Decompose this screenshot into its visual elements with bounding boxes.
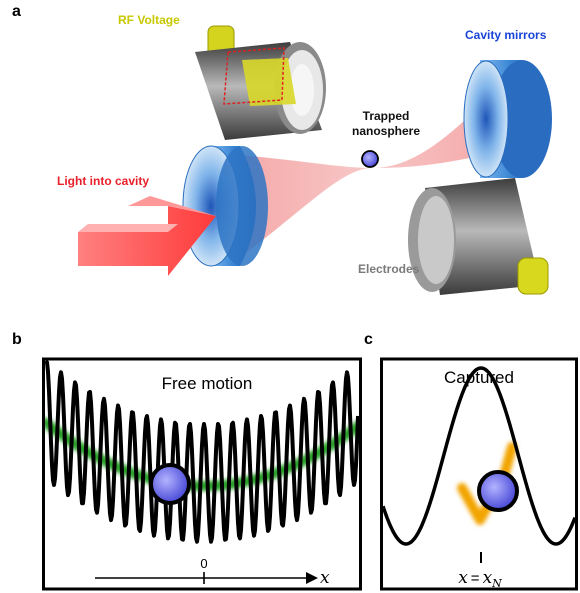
trap-potential xyxy=(383,366,575,546)
trapped-nanosphere xyxy=(361,150,379,168)
lower-electrode xyxy=(408,178,549,295)
panel-b-frame xyxy=(42,357,362,591)
right-cavity-mirror xyxy=(463,60,552,178)
label-light-into-cavity: Light into cavity xyxy=(57,174,149,188)
panel-a-letter: a xyxy=(12,3,21,20)
x-axis-arrowhead xyxy=(306,572,318,584)
captured-particle xyxy=(477,470,519,512)
free-particle xyxy=(149,463,191,505)
panel-b: b Free motion 0 x xyxy=(12,331,362,591)
label-trapped: Trapped xyxy=(363,109,410,123)
x-axis-origin-label: 0 xyxy=(200,556,207,571)
left-cavity-mirror xyxy=(182,145,268,267)
lattice-potential xyxy=(45,360,359,544)
rf-highlight-box xyxy=(223,47,285,105)
cavity-beam xyxy=(228,80,505,266)
panel-c-letter: c xyxy=(364,331,373,348)
label-cavity-mirrors: Cavity mirrors xyxy=(465,28,547,42)
panel-b-letter: b xyxy=(12,331,22,348)
panel-b-title: Free motion xyxy=(162,374,253,393)
incoming-light-arrow xyxy=(78,196,216,276)
panel-c-title: Captured xyxy=(444,368,514,387)
label-electrodes: Electrodes xyxy=(358,262,420,276)
rf-electrode xyxy=(195,25,326,140)
label-nanosphere: nanosphere xyxy=(352,124,420,138)
x-axis-var: x xyxy=(320,568,330,588)
panel-a: a xyxy=(12,3,552,295)
panel-c: c Captured x = xN xyxy=(364,331,578,591)
panel-c-frame xyxy=(380,357,578,591)
capture-position-label: x = xN xyxy=(458,568,502,590)
label-rf-voltage: RF Voltage xyxy=(118,13,180,27)
